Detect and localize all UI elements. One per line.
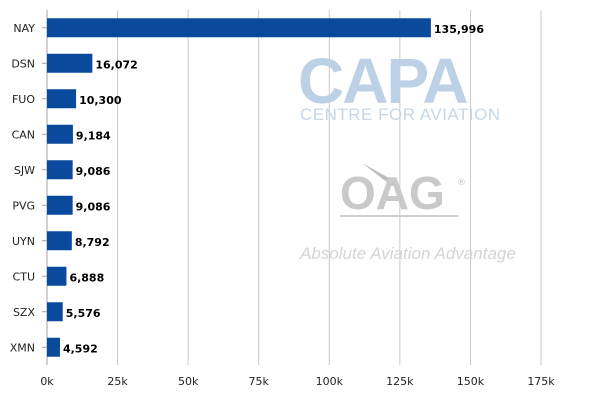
- data-label: 135,996: [434, 23, 484, 36]
- x-tick-label: 100k: [316, 375, 344, 388]
- data-label: 8,792: [75, 236, 110, 249]
- bar: [47, 302, 63, 322]
- x-tick-label: 75k: [249, 375, 270, 388]
- oag-tagline-text: Absolute Aviation Advantage: [299, 244, 516, 263]
- category-label: SJW: [14, 164, 35, 177]
- capa-subtitle-text: CENTRE FOR AVIATION: [300, 105, 501, 124]
- x-tick-label: 50k: [178, 375, 199, 388]
- bar: [47, 231, 72, 251]
- category-label: FUO: [12, 93, 35, 106]
- x-tick-label: 25k: [107, 375, 128, 388]
- bar: [47, 266, 67, 286]
- oag-logo-text: OAG: [340, 167, 445, 219]
- bar: [47, 160, 73, 180]
- bar: [47, 337, 60, 357]
- data-label: 5,576: [66, 307, 101, 320]
- data-label: 10,300: [79, 94, 122, 107]
- data-label: 6,888: [69, 271, 104, 284]
- x-tick-label: 150k: [457, 375, 485, 388]
- bar: [47, 195, 73, 215]
- data-label: 9,184: [76, 129, 111, 142]
- category-label: CTU: [13, 270, 35, 283]
- category-label: XMN: [10, 341, 35, 354]
- oag-logo-swoosh-icon: [362, 163, 398, 186]
- category-label: SZX: [13, 306, 36, 319]
- bar: [47, 124, 73, 144]
- oag-registered-mark: ®: [457, 178, 466, 188]
- labels: 135,996 16,072 10,300 9,184 9,086 9,086 8,792 6…: [63, 23, 484, 356]
- bar: [47, 18, 431, 38]
- capa-logo-text: CAPA: [298, 45, 467, 117]
- gridlines: [117, 10, 542, 365]
- data-label: 9,086: [76, 165, 111, 178]
- category-label: DSN: [11, 57, 35, 70]
- x-tick-label: 175k: [527, 375, 555, 388]
- data-label: 16,072: [95, 58, 137, 71]
- data-label: 9,086: [76, 200, 111, 213]
- x-tick-label: 125k: [386, 375, 414, 388]
- bar: [47, 53, 93, 73]
- bars: [47, 18, 431, 357]
- category-label: UYN: [12, 235, 35, 248]
- bar: [47, 89, 77, 109]
- category-label: PVG: [12, 199, 35, 212]
- x-tick-label: 0k: [40, 375, 54, 388]
- category-label: NAY: [13, 22, 35, 35]
- category-label: CAN: [12, 128, 35, 141]
- data-label: 4,592: [63, 342, 98, 355]
- watermarks: CAPA CENTRE FOR AVIATION OAG ® Absolute …: [298, 45, 516, 263]
